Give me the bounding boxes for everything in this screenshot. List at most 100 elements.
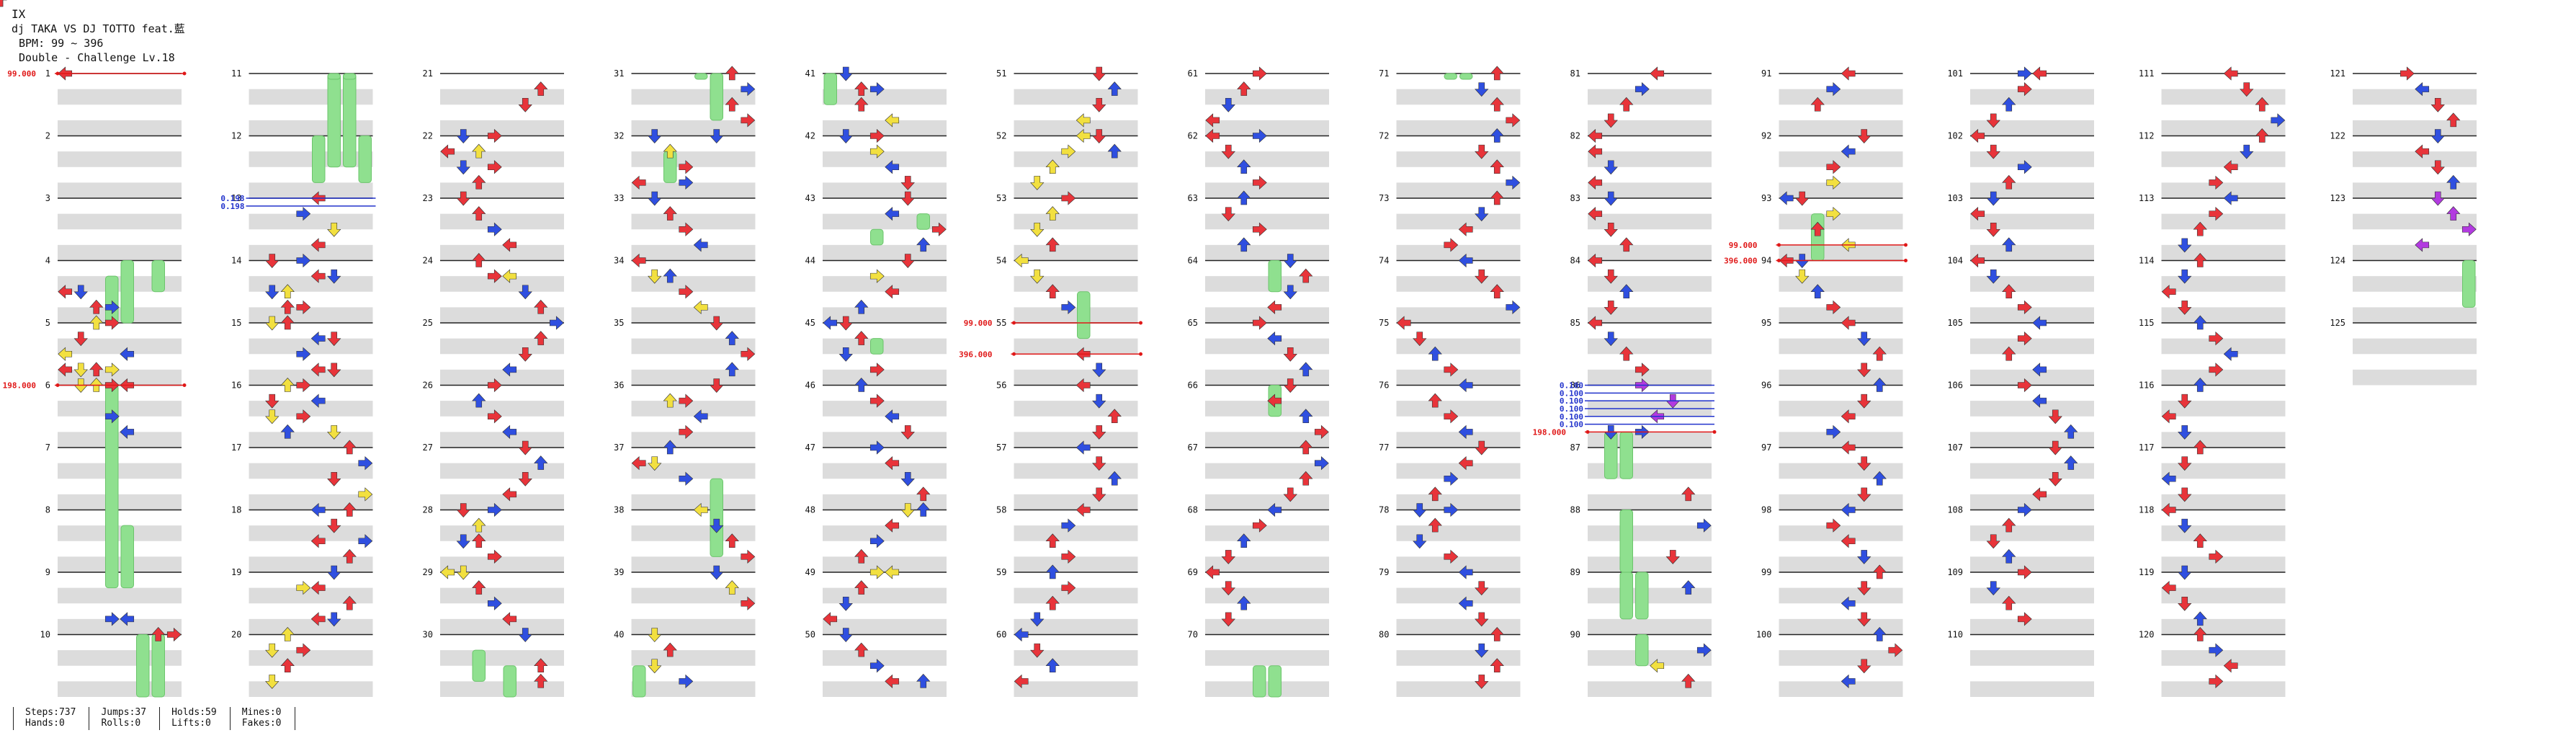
arrow-icon bbox=[1221, 581, 1235, 596]
measure-number: 124 bbox=[2330, 256, 2345, 266]
step-arrow bbox=[2032, 66, 2047, 81]
step-arrow bbox=[1681, 580, 1696, 595]
beat-band bbox=[1396, 650, 1521, 666]
arrow-icon bbox=[1283, 285, 1297, 300]
beat-band bbox=[823, 213, 947, 230]
arrow-icon bbox=[2048, 440, 2062, 455]
beat-band bbox=[440, 213, 564, 230]
measure-number: 32 bbox=[614, 131, 624, 141]
beat-band bbox=[1396, 401, 1521, 417]
step-arrow bbox=[2161, 471, 2176, 486]
arrow-icon bbox=[725, 66, 739, 81]
beat-band bbox=[58, 618, 182, 635]
arrow-icon bbox=[1619, 346, 1634, 361]
beat-band bbox=[1779, 556, 1903, 572]
arrow-icon bbox=[265, 316, 279, 331]
arrow-icon bbox=[104, 612, 120, 626]
measure-number: 26 bbox=[423, 381, 433, 391]
arrow-icon bbox=[838, 596, 853, 611]
arrow-icon bbox=[1252, 222, 1267, 236]
step-arrow bbox=[1490, 658, 1504, 673]
arrow-icon bbox=[296, 580, 311, 595]
step-arrow bbox=[2400, 66, 2415, 81]
arrow-icon bbox=[1221, 612, 1235, 627]
step-arrow bbox=[663, 393, 677, 408]
step-arrow bbox=[1604, 269, 1618, 284]
measure-number: 118 bbox=[2139, 505, 2155, 515]
beat-band bbox=[631, 681, 756, 697]
step-arrow bbox=[1014, 253, 1029, 268]
arrow-icon bbox=[2161, 580, 2176, 595]
step-arrow bbox=[1872, 378, 1887, 392]
arrow-icon bbox=[310, 612, 326, 626]
arrow-icon bbox=[2446, 174, 2461, 190]
beat-band bbox=[1014, 120, 1138, 136]
arrow-icon bbox=[900, 503, 915, 517]
step-arrow bbox=[1986, 191, 2000, 206]
arrow-icon bbox=[1588, 175, 1603, 190]
arrow-icon bbox=[1045, 206, 1060, 221]
arrow-icon bbox=[1872, 627, 1887, 641]
measure-number: 100 bbox=[1756, 630, 1772, 640]
beat-band bbox=[249, 276, 373, 292]
beat-band bbox=[1396, 494, 1521, 510]
beat-band bbox=[1970, 494, 2094, 510]
arrow-icon bbox=[1810, 221, 1825, 236]
beat-band bbox=[1014, 338, 1138, 355]
song-bpm: BPM: 99 ~ 396 bbox=[19, 37, 104, 50]
step-arrow bbox=[1588, 206, 1603, 221]
step-arrow bbox=[1205, 128, 1220, 143]
arrow-icon bbox=[1458, 222, 1473, 236]
arrow-icon bbox=[327, 363, 341, 378]
beat-band bbox=[823, 120, 947, 136]
measure-number: 63 bbox=[1188, 193, 1198, 203]
hold-note bbox=[151, 260, 165, 293]
step-arrow bbox=[1826, 175, 1841, 190]
step-arrow bbox=[58, 363, 73, 377]
step-arrow bbox=[1221, 612, 1235, 627]
step-arrow bbox=[2255, 128, 2269, 143]
step-arrow bbox=[472, 206, 486, 221]
arrow-icon bbox=[487, 160, 502, 174]
arrow-icon bbox=[2017, 81, 2032, 97]
arrow-icon bbox=[2193, 221, 2207, 236]
step-arrow bbox=[487, 378, 502, 393]
arrow-icon bbox=[327, 269, 341, 284]
step-arrow bbox=[502, 363, 517, 377]
beat-band bbox=[1588, 182, 1712, 198]
arrow-icon bbox=[1475, 612, 1489, 627]
step-arrow bbox=[2430, 160, 2445, 175]
arrow-icon bbox=[1490, 159, 1504, 174]
arrow-icon bbox=[518, 471, 532, 486]
measure-number: 53 bbox=[996, 193, 1006, 203]
step-arrow bbox=[823, 612, 838, 626]
arrow-icon bbox=[885, 565, 900, 579]
bpm-dot bbox=[182, 71, 187, 76]
step-arrow bbox=[310, 534, 326, 548]
step-arrow bbox=[1458, 565, 1473, 579]
arrow-icon bbox=[1458, 424, 1473, 440]
beat-band bbox=[1588, 556, 1712, 572]
beat-band bbox=[2161, 401, 2286, 417]
arrow-icon bbox=[1045, 595, 1060, 610]
arrow-icon bbox=[2193, 440, 2207, 455]
beat-band bbox=[823, 369, 947, 386]
arrow-icon bbox=[1857, 363, 1871, 378]
beat-band bbox=[1779, 182, 1903, 198]
beat-band bbox=[823, 182, 947, 198]
measure-number: 7 bbox=[45, 443, 50, 453]
measure-number: 65 bbox=[1188, 318, 1198, 328]
stat-lifts: Lifts:0 bbox=[171, 718, 211, 729]
arrow-icon bbox=[2002, 517, 2016, 533]
step-arrow bbox=[1872, 471, 1887, 486]
beat-band bbox=[1779, 587, 1903, 604]
step-arrow bbox=[1299, 268, 1313, 283]
beat-band bbox=[1970, 618, 2094, 635]
arrow-icon bbox=[1014, 627, 1029, 642]
beat-band bbox=[1779, 120, 1903, 136]
step-arrow bbox=[648, 628, 662, 642]
arrow-icon bbox=[885, 674, 900, 689]
arrow-icon bbox=[1986, 534, 2000, 549]
beat-band bbox=[2161, 151, 2286, 167]
step-arrow bbox=[2017, 502, 2032, 517]
